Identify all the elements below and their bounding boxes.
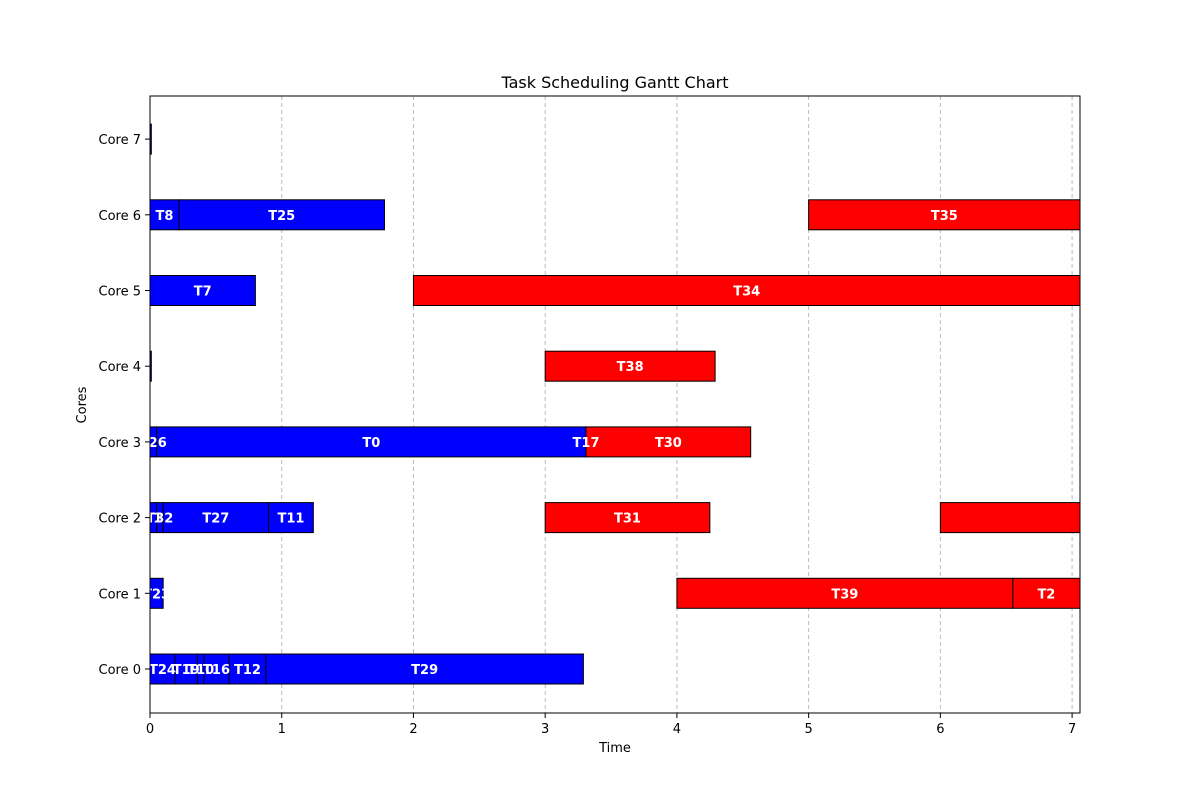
task-label: T8 — [156, 209, 174, 224]
y-tick-label: Core 0 — [99, 663, 142, 678]
task-label: T25 — [268, 209, 295, 224]
x-axis-label: Time — [598, 741, 631, 756]
x-tick-label: 0 — [146, 722, 154, 737]
task-label: T16 — [203, 663, 230, 678]
x-tick-label: 2 — [409, 722, 417, 737]
task-label: T31 — [614, 512, 641, 527]
task-label: T38 — [617, 360, 644, 375]
task-bar — [585, 426, 752, 458]
task-bar — [150, 653, 176, 685]
task-label: T35 — [931, 209, 958, 224]
x-tick-label: 1 — [278, 722, 286, 737]
y-tick-label: Core 7 — [99, 133, 142, 148]
y-tick-label: Core 6 — [99, 209, 142, 224]
task-label: T30 — [655, 436, 682, 451]
task-bar — [268, 502, 314, 534]
task-bar — [178, 199, 385, 231]
task-bar — [1012, 577, 1080, 609]
task-bar — [228, 653, 267, 685]
task-bar — [156, 426, 587, 458]
task-bar — [150, 577, 164, 609]
task-bar — [939, 502, 1080, 534]
task-label: T26 — [140, 436, 167, 451]
task-label: T2 — [1037, 587, 1055, 602]
task-label: T12 — [234, 663, 261, 678]
x-tick-label: 4 — [673, 722, 681, 737]
task-bar — [203, 653, 230, 685]
task-bar — [544, 350, 716, 382]
task-label: T29 — [411, 663, 438, 678]
task-bar — [150, 123, 152, 155]
task-label: T7 — [194, 285, 212, 300]
task-label: T17 — [573, 436, 600, 451]
task-bar — [544, 502, 711, 534]
y-axis-ticks: Core 0 Core 1 Core 2 Core 3 Core 4 Core 5 Core… — [99, 133, 150, 678]
task-bar — [265, 653, 584, 685]
x-axis-ticks: 0 1 2 3 4 5 6 7 — [146, 713, 1076, 737]
x-tick-label: 3 — [541, 722, 549, 737]
task-label: T11 — [277, 512, 304, 527]
task-label: T34 — [733, 285, 760, 300]
y-tick-label: Core 4 — [99, 360, 142, 375]
y-tick-label: Core 5 — [99, 285, 142, 300]
task-bar — [412, 275, 1080, 306]
x-tick-label: 6 — [936, 722, 944, 737]
task-label: T23 — [143, 587, 170, 602]
task-bar — [150, 199, 180, 231]
task-label: T39 — [831, 587, 858, 602]
task-bar — [808, 199, 1080, 231]
y-tick-label: Core 2 — [99, 512, 142, 527]
task-label: T0 — [362, 436, 380, 451]
chart-title: Task Scheduling Gantt Chart — [500, 73, 728, 92]
y-axis-label: Cores — [75, 386, 90, 423]
task-label: T19 — [173, 663, 200, 678]
task-bar — [676, 577, 1014, 609]
plot-frame — [149, 95, 1081, 714]
y-tick-label: Core 1 — [99, 587, 142, 602]
y-tick-label: Core 3 — [99, 436, 142, 451]
task-label: T24 — [149, 663, 176, 678]
x-tick-label: 7 — [1068, 722, 1076, 737]
grid-lines — [281, 96, 1073, 713]
task-bar — [150, 275, 256, 306]
task-label: T32 — [146, 512, 173, 527]
task-label: T27 — [202, 512, 229, 527]
task-label: T1 — [144, 512, 162, 527]
x-tick-label: 5 — [804, 722, 812, 737]
task-bar — [150, 350, 152, 382]
task-label: T10 — [187, 663, 214, 678]
